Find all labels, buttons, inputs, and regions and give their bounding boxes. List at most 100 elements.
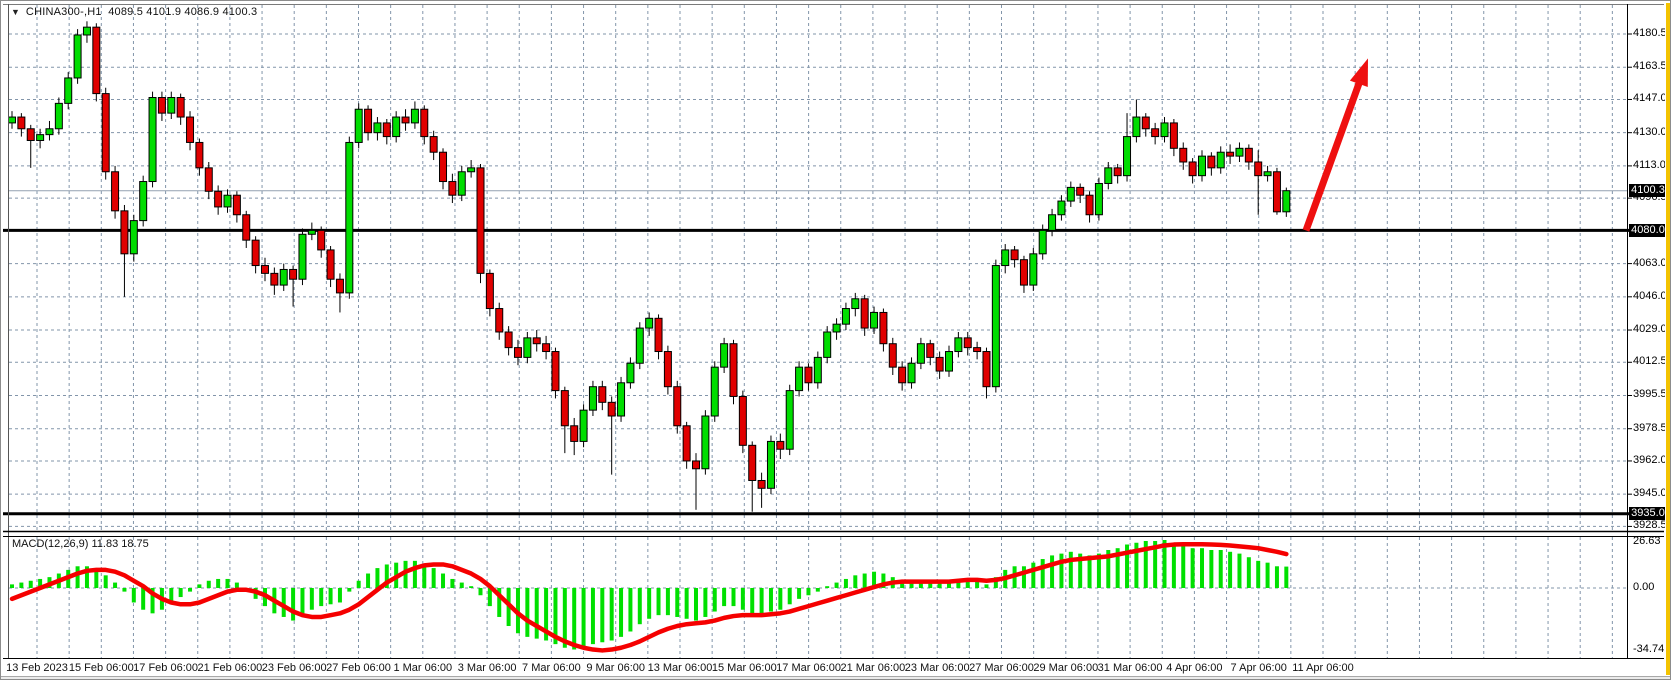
candle-body: [1104, 167, 1113, 184]
candle-body: [242, 214, 251, 241]
candle-body: [654, 317, 663, 353]
candle-body: [560, 390, 569, 427]
candle-body: [692, 460, 701, 470]
candle-body: [532, 337, 541, 345]
macd-scale-label: -34.74: [1633, 642, 1665, 655]
macd-indicator-label: MACD(12,26,9) 11.83 18.75: [12, 538, 149, 550]
time-tick-label: 3 Mar 06:00: [457, 662, 517, 674]
candle-body: [289, 268, 298, 280]
candle-body: [26, 128, 35, 141]
candle-body: [1113, 167, 1122, 177]
trend-arrow-shaft[interactable]: [1302, 78, 1364, 232]
candle-body: [813, 356, 822, 384]
candle-body: [439, 151, 448, 183]
candle-body: [176, 97, 185, 118]
candle-body: [17, 116, 26, 130]
candle-body: [54, 102, 63, 130]
current-price-badge: 4100.3: [1629, 184, 1667, 198]
price-tick-label: 4046.0: [1633, 289, 1667, 302]
candle-body: [898, 366, 907, 384]
price-tick-label: 3928.5: [1633, 519, 1667, 532]
candle-body: [729, 343, 738, 397]
candle-body: [926, 343, 935, 358]
candle-body: [916, 343, 925, 364]
candle-body: [1226, 151, 1235, 157]
time-tick-label: 7 Apr 06:00: [1230, 662, 1287, 674]
price-tick-label: 4012.5: [1633, 355, 1667, 368]
candle-body: [1132, 116, 1141, 138]
hline-price-badge: 4080.0: [1629, 223, 1667, 237]
price-tick-label: 4147.0: [1633, 92, 1667, 105]
hline-price-badge: 3935.0: [1629, 507, 1667, 521]
trend-arrow-head[interactable]: [1349, 58, 1368, 88]
time-tick-label: 23 Mar 06:00: [904, 662, 970, 674]
candle-body: [495, 308, 504, 333]
candle-body: [139, 181, 148, 222]
candle-body: [513, 347, 522, 358]
candle-body: [888, 343, 897, 368]
candle-body: [335, 278, 344, 294]
candle-body: [1141, 116, 1150, 130]
price-tick-label: 4130.0: [1633, 125, 1667, 138]
candle-body: [270, 272, 279, 286]
candle-body: [720, 343, 729, 368]
candle-body: [570, 425, 579, 442]
time-tick-label: 21 Mar 06:00: [840, 662, 906, 674]
time-tick-label: 9 Mar 06:00: [586, 662, 646, 674]
candle-body: [841, 308, 850, 325]
candle-body: [8, 116, 16, 124]
time-tick-label: 31 Mar 06:00: [1097, 662, 1163, 674]
candle-body: [523, 337, 532, 358]
candle-body: [120, 210, 129, 255]
candle-body: [204, 167, 213, 192]
candle-body: [467, 167, 476, 173]
candle-body: [963, 337, 972, 349]
candle-body: [45, 128, 54, 136]
candle-body: [307, 229, 316, 235]
candle-body: [617, 382, 626, 417]
candle-body: [945, 351, 953, 372]
candle-body: [1254, 161, 1263, 177]
candle-body: [232, 194, 241, 216]
candle-body: [645, 317, 654, 329]
candle-body: [64, 77, 73, 104]
candle-body: [1282, 190, 1291, 213]
candle-body: [982, 351, 991, 388]
price-tick-label: 4163.5: [1633, 60, 1667, 73]
time-tick-label: 15 Mar 06:00: [711, 662, 777, 674]
candle-body: [1029, 253, 1038, 286]
candle-body: [260, 265, 269, 274]
price-tick-label: 3945.0: [1633, 487, 1667, 500]
time-tick-label: 13 Feb 2023: [6, 662, 68, 674]
candle-body: [701, 415, 710, 470]
candle-body: [326, 249, 335, 280]
symbol-dropdown-icon[interactable]: ▼: [11, 7, 20, 17]
candle-body: [429, 136, 438, 153]
candle-body: [410, 108, 419, 124]
price-tick-label: 3978.5: [1633, 421, 1667, 434]
candle-body: [710, 366, 719, 417]
time-tick-label: 29 Mar 06:00: [1033, 662, 1099, 674]
candle-body: [542, 343, 551, 353]
candle-body: [298, 233, 307, 280]
candle-body: [823, 331, 832, 358]
quote-bar: ▼ CHINA300-,H1 4089.5 4101.9 4086.9 4100…: [11, 5, 257, 19]
candle-body: [382, 122, 391, 138]
price-tick-label: 3995.5: [1633, 388, 1667, 401]
candle-body: [551, 351, 560, 392]
candle-body: [1094, 182, 1103, 216]
candle-body: [851, 298, 860, 310]
candle-body: [1160, 122, 1169, 138]
candle-body: [279, 268, 288, 286]
candle-body: [738, 395, 747, 446]
price-tick-label: 3962.0: [1633, 453, 1667, 466]
candle-body: [101, 93, 110, 173]
candle-body: [167, 97, 176, 114]
candle-body: [73, 34, 82, 79]
time-tick-label: 1 Mar 06:00: [393, 662, 453, 674]
time-tick-label: 13 Mar 06:00: [647, 662, 713, 674]
candle-body: [1244, 147, 1253, 163]
candle-body: [579, 409, 588, 442]
